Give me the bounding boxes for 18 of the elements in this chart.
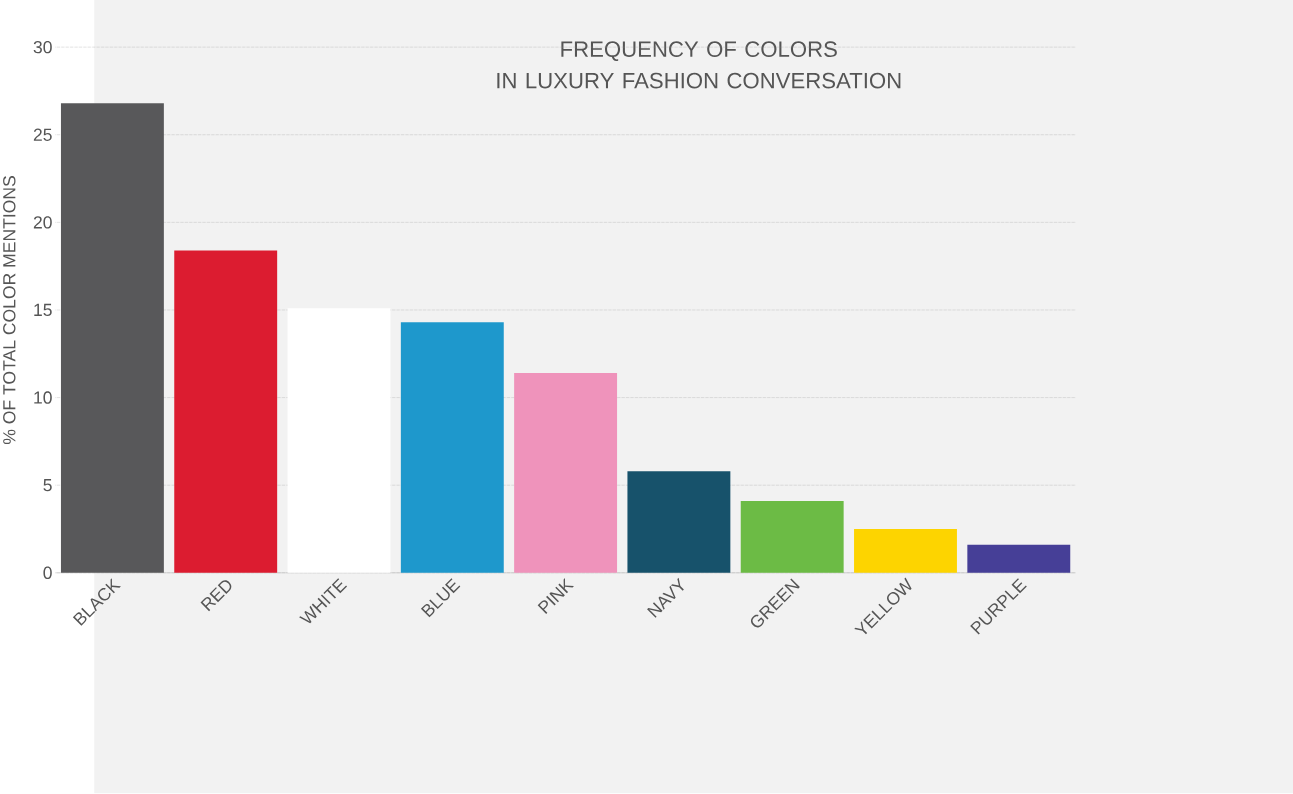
bar	[514, 373, 618, 573]
chart-title: FREQUENCY OF COLORS IN LUXURY FASHION CONVERSATION	[497, 41, 901, 89]
y-tick-label: 10	[34, 391, 52, 404]
bar	[287, 308, 391, 573]
y-tick-label: 20	[33, 216, 52, 229]
bar	[740, 501, 844, 573]
bar	[854, 529, 957, 573]
bar	[627, 471, 731, 573]
y-tick-label: 5	[43, 479, 52, 492]
bar	[60, 103, 164, 573]
y-tick-label: 15	[34, 304, 52, 317]
y-axis-title: % OF TOTAL COLOR MENTIONS	[3, 176, 16, 445]
y-tick-label: 0	[43, 566, 52, 580]
y-tick-label: 25	[33, 128, 52, 142]
bar	[967, 544, 1071, 573]
bar	[400, 322, 504, 573]
bar	[174, 250, 278, 573]
y-tick-label: 30	[33, 41, 52, 54]
